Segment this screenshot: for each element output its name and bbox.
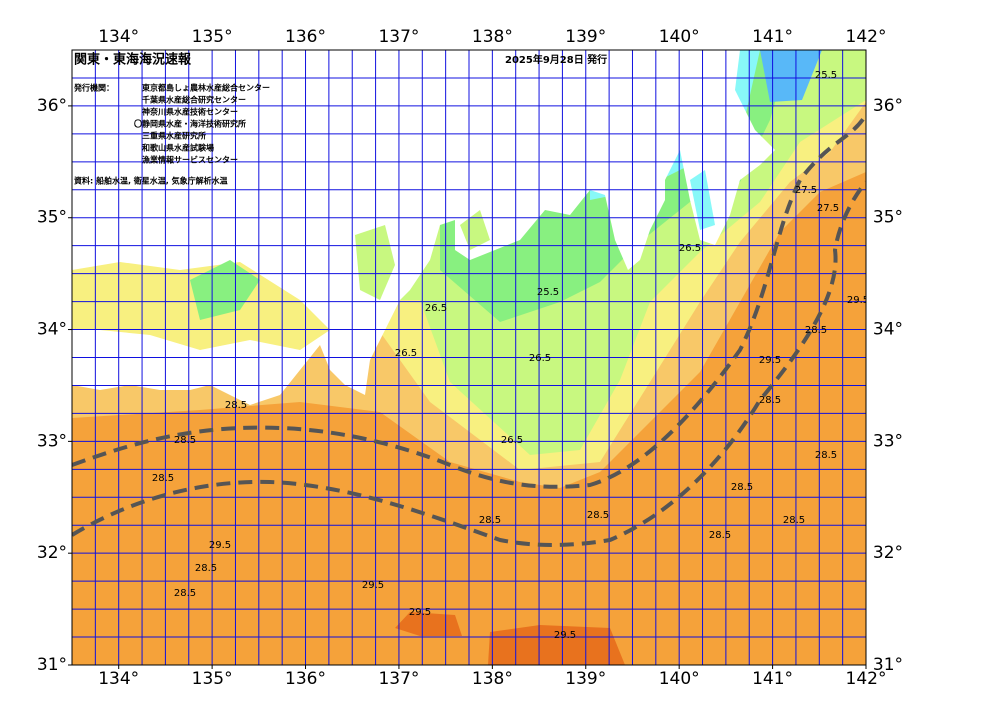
contour-label: 28.5 <box>225 400 247 411</box>
x-tick-label: 138° <box>472 669 513 689</box>
x-tick-label: 136° <box>285 27 326 47</box>
x-tick-label: 139° <box>565 27 606 47</box>
contour-label: 26.5 <box>679 243 701 254</box>
x-tick-label: 136° <box>285 669 326 689</box>
x-tick-label: 134° <box>98 27 139 47</box>
contour-label: 27.5 <box>817 203 839 214</box>
issuer: 千葉県水産総合研究センター <box>142 95 246 105</box>
x-tick-label: 141° <box>752 27 793 47</box>
y-tick-label: 34° <box>37 320 67 340</box>
contour-label: 28.5 <box>731 482 753 493</box>
issuers: 東京都島しょ農林水産総合センター千葉県水産総合研究センター神奈川県水産技術センタ… <box>134 83 270 165</box>
y-tick-label: 31° <box>873 655 903 675</box>
y-tick-label: 35° <box>873 208 903 228</box>
inland-sea <box>190 260 260 320</box>
y-tick-label: 32° <box>873 543 903 563</box>
contour-label: 28.5 <box>174 435 196 446</box>
axis-ticks: 134° 134° 135° 135° 136° 136° 137° 137° 138° 138°… <box>37 27 903 689</box>
y-tick-label: 36° <box>873 96 903 116</box>
contour-labels: 25.5 25.5 26.5 26.5 26.5 26.5 26.5 27.527.5 28.5… <box>152 70 869 641</box>
contour-label: 28.5 <box>815 450 837 461</box>
issuer: 三重県水産研究所 <box>142 131 206 141</box>
issuers-label: 発行機関： <box>73 83 114 93</box>
contour-label: 26.5 <box>529 353 551 364</box>
y-tick-label: 34° <box>873 320 903 340</box>
contour-label: 29.5 <box>759 355 781 366</box>
x-tick-label: 142° <box>846 669 887 689</box>
issuer: 神奈川県水産技術センター <box>142 107 238 117</box>
x-tick-label: 135° <box>192 27 233 47</box>
y-tick-label: 33° <box>37 431 67 451</box>
x-tick-label: 134° <box>98 669 139 689</box>
y-tick-label: 35° <box>37 208 67 228</box>
contour-label: 26.5 <box>425 303 447 314</box>
contour-label: 29.5 <box>409 607 431 618</box>
x-tick-label: 140° <box>659 669 700 689</box>
ise-bay <box>460 210 490 250</box>
x-tick-label: 141° <box>752 669 793 689</box>
kuroshio-axis <box>72 180 866 547</box>
contour-label: 27.5 <box>795 185 817 196</box>
contour-label: 28.5 <box>195 563 217 574</box>
x-tick-label: 140° <box>659 27 700 47</box>
contour-label: 25.5 <box>537 287 559 298</box>
issue-date: 2025年9月28日 発行 <box>505 53 607 66</box>
y-tick-label: 36° <box>37 96 67 116</box>
contour-label: 29.5 <box>209 540 231 551</box>
y-tick-label: 32° <box>37 543 67 563</box>
issuer: 漁業情報サービスセンター <box>142 155 238 165</box>
issuer: 和歌山県水産試験場 <box>142 143 214 153</box>
contour-label: 25.5 <box>815 70 837 81</box>
contour-label: 29.5 <box>554 630 576 641</box>
contour-label: 26.5 <box>501 435 523 446</box>
issuer: 〇静岡県水産・海洋技術研究所 <box>134 119 246 129</box>
contour-label: 28.5 <box>479 515 501 526</box>
contour-label: 28.5 <box>587 510 609 521</box>
contour-label: 28.5 <box>709 530 731 541</box>
map-frame <box>71 49 867 666</box>
y-tick-label: 31° <box>37 655 67 675</box>
map-title: 関東・東海海況速報 <box>74 52 192 68</box>
data-source: 資料: 船舶水温, 衛星水温, 気象庁解析水温 <box>74 176 228 186</box>
contour-label: 28.5 <box>805 325 827 336</box>
contour-label: 28.5 <box>783 515 805 526</box>
contour-label: 28.5 <box>152 473 174 484</box>
x-tick-label: 139° <box>565 669 606 689</box>
osaka-bay <box>355 225 395 300</box>
x-tick-label: 135° <box>192 669 233 689</box>
contour-label: 28.5 <box>759 395 781 406</box>
contour-label: 29.5 <box>847 295 869 306</box>
issuer: 東京都島しょ農林水産総合センター <box>142 83 270 93</box>
y-tick-label: 33° <box>873 431 903 451</box>
x-tick-label: 142° <box>846 27 887 47</box>
contour-label: 28.5 <box>174 588 196 599</box>
zone-hot <box>488 625 625 665</box>
contour-label: 26.5 <box>395 348 417 359</box>
kuroshio-axis <box>72 113 866 489</box>
zone-22 <box>760 50 822 102</box>
grid <box>72 50 866 665</box>
sea-surface: 25.5 25.5 26.5 26.5 26.5 26.5 26.5 27.527.5 28.5… <box>72 50 869 665</box>
contour-label: 29.5 <box>362 580 384 591</box>
x-tick-label: 138° <box>472 27 513 47</box>
x-tick-label: 137° <box>378 669 419 689</box>
x-tick-label: 137° <box>378 27 419 47</box>
